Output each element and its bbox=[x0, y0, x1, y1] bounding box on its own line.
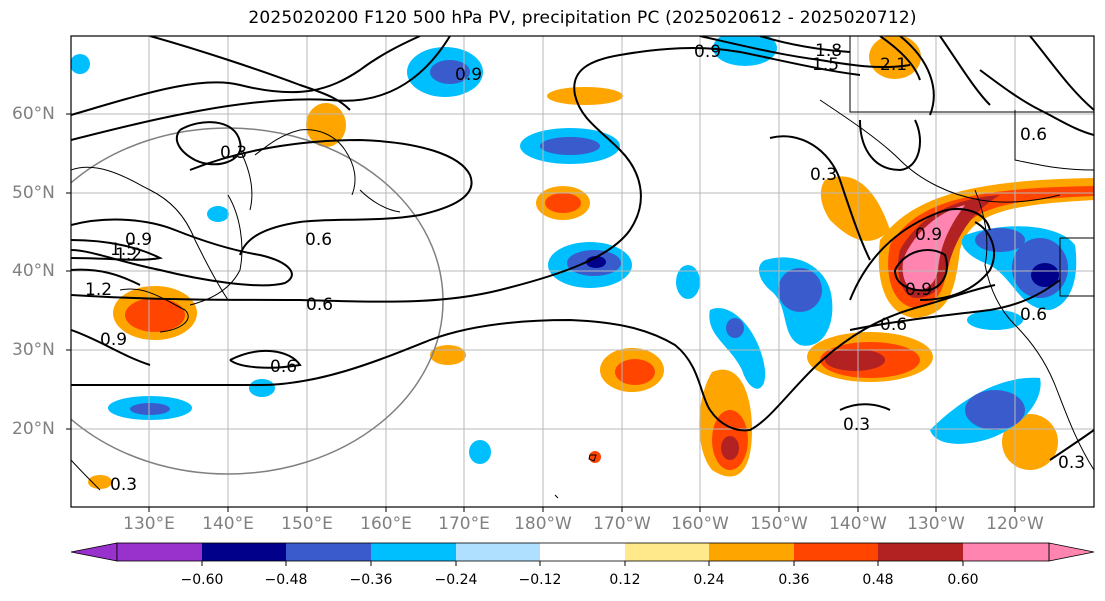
colorbar-tick-label: 0.24 bbox=[693, 572, 725, 588]
contour-label: 1.5 bbox=[812, 55, 839, 75]
colorbar-tick-label: −0.12 bbox=[518, 572, 562, 588]
contour-label: 0.6 bbox=[880, 315, 907, 335]
colorbar-tick-label: 0.60 bbox=[947, 572, 979, 588]
contour-label: 2.1 bbox=[880, 55, 907, 75]
map-panel: 0.9 1.8 1.5 2.1 0.9 0.3 0.6 0.3 0.6 0.6 … bbox=[71, 36, 1094, 507]
colorbar-tick-label: 0.48 bbox=[862, 572, 894, 588]
lon-label: 160°W bbox=[671, 514, 729, 534]
contour-label: 0.9 bbox=[694, 42, 721, 62]
lon-label: 150°E bbox=[281, 514, 333, 534]
colorbar-tick-label: −0.48 bbox=[264, 572, 308, 588]
colorbar-tick-label: −0.60 bbox=[180, 572, 224, 588]
colorbar-tick-label: −0.24 bbox=[434, 572, 478, 588]
contour-label: 0.3 bbox=[843, 415, 870, 435]
colorbar-tick-label: −0.36 bbox=[349, 572, 393, 588]
contour-labels: 0.9 1.8 1.5 2.1 0.9 0.3 0.6 0.3 0.6 0.6 … bbox=[85, 41, 1085, 495]
contour-label: 0.3 bbox=[220, 143, 247, 163]
contour-label: 1.8 bbox=[815, 41, 842, 61]
lon-label: 140°W bbox=[829, 514, 887, 534]
lon-label: 120°W bbox=[986, 514, 1044, 534]
pv-contours bbox=[71, 36, 1094, 461]
lon-label: 150°W bbox=[750, 514, 808, 534]
contour-label: 1.5 bbox=[110, 240, 137, 260]
colorbar-tick-label: 0.12 bbox=[609, 572, 641, 588]
lat-label: 30°N bbox=[12, 340, 55, 360]
lon-label: 160°E bbox=[360, 514, 412, 534]
colorbar bbox=[70, 542, 1095, 566]
contour-label: 0.6 bbox=[305, 230, 332, 250]
lon-label: 170°W bbox=[593, 514, 651, 534]
contour-label: 0.9 bbox=[455, 65, 482, 85]
lat-label: 60°N bbox=[12, 104, 55, 124]
axis-ticks bbox=[66, 113, 1016, 512]
map-title: 2025020200 F120 500 hPa PV, precipitatio… bbox=[248, 8, 917, 28]
contour-label: 1.2 bbox=[85, 280, 112, 300]
lon-label: 170°E bbox=[438, 514, 490, 534]
contour-label: 0.6 bbox=[270, 357, 297, 377]
contour-label: 0.3 bbox=[1058, 453, 1085, 473]
contour-label: 0.9 bbox=[905, 280, 932, 300]
lon-label: 130°E bbox=[123, 514, 175, 534]
contour-label: 0.3 bbox=[110, 475, 137, 495]
range-circle bbox=[71, 127, 444, 475]
lat-label: 20°N bbox=[12, 419, 55, 439]
contour-label: 0.9 bbox=[915, 225, 942, 245]
lon-label: 130°W bbox=[907, 514, 965, 534]
contour-label: 0.3 bbox=[810, 165, 837, 185]
contour-label: 0.6 bbox=[306, 295, 333, 315]
colorbar-tick-label: 0.36 bbox=[778, 572, 810, 588]
contour-label: 0.9 bbox=[125, 230, 152, 250]
lon-label: 140°E bbox=[202, 514, 254, 534]
lat-label: 50°N bbox=[12, 183, 55, 203]
contour-label: 0.6 bbox=[1020, 125, 1047, 145]
contour-label: 0.6 bbox=[1020, 305, 1047, 325]
lon-label: 180°W bbox=[514, 514, 572, 534]
contour-label: 0.9 bbox=[100, 330, 127, 350]
contour-label: 1.2 bbox=[115, 245, 142, 265]
lat-label: 40°N bbox=[12, 261, 55, 281]
